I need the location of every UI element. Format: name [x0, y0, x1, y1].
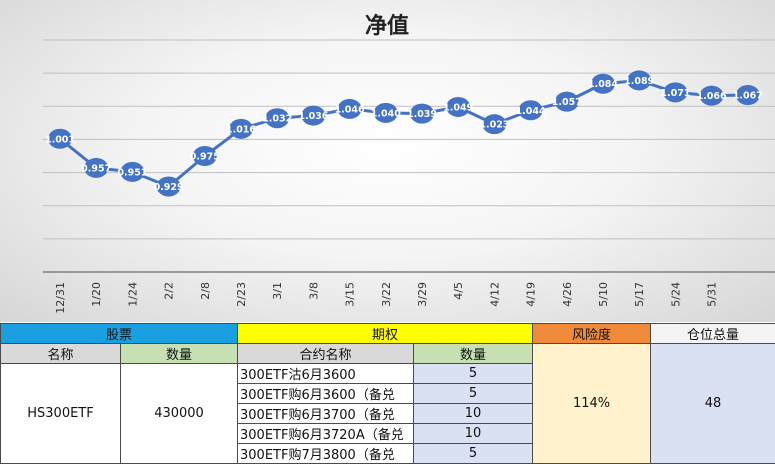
x-tick-label: 2/23: [235, 282, 248, 307]
data-point: [410, 103, 434, 124]
data-label: 1.016: [226, 124, 256, 135]
grid-lines: [43, 39, 775, 273]
x-tick-label: 5/17: [633, 282, 646, 307]
data-point: [518, 100, 543, 121]
risk-value: 114%: [532, 343, 652, 464]
stock-qty-column-header: 数量: [119, 343, 239, 364]
x-tick-label: 2/2: [163, 282, 176, 300]
x-tick-label: 3/15: [344, 282, 357, 307]
data-point: [482, 114, 507, 135]
data-point: [373, 102, 398, 123]
data-label: 1.067: [733, 91, 763, 102]
option-qty: 10: [413, 403, 534, 424]
nav-line-chart: 净值 12/31 1/20 1/24 2/2 2/8 2/23 3/1 3/8 3/15 3/22…: [43, 13, 775, 314]
data-label: 0.951: [117, 167, 147, 178]
option-contract-name: 300ETF购7月3800（备兑: [237, 443, 415, 464]
x-tick-label: 3/1: [271, 282, 284, 300]
option-qty: 5: [413, 383, 534, 404]
total-position-value: 48: [650, 343, 775, 464]
x-tick-label: 3/29: [416, 282, 429, 307]
x-axis-ticks: 12/31 1/20 1/24 2/2 2/8 2/23 3/1 3/8 3/15 3/22 3/2…: [54, 282, 719, 314]
option-contract-name: 300ETF沽6月3600: [237, 363, 415, 384]
option-qty: 5: [413, 363, 534, 384]
data-label: 1.044: [516, 106, 546, 117]
x-tick-label: 4/19: [525, 282, 538, 307]
data-point: [591, 73, 615, 94]
contract-name-column-header: 合约名称: [237, 343, 415, 364]
option-contract-name: 300ETF购6月3600（备兑: [237, 383, 415, 404]
data-point: [554, 91, 579, 112]
data-point: [699, 85, 724, 106]
data-label: 1.071: [660, 88, 690, 99]
option-contract-name: 300ETF购6月3700（备兑: [237, 403, 415, 424]
data-point: [265, 108, 290, 129]
data-label: 1.001: [45, 134, 75, 145]
risk-header: 风险度: [532, 323, 652, 344]
total-position-header: 仓位总量: [650, 323, 775, 344]
x-tick-label: 1/20: [90, 282, 103, 307]
data-label: 1.084: [588, 79, 618, 90]
data-label: 1.066: [697, 91, 727, 102]
x-tick-label: 4/12: [488, 282, 501, 307]
data-point: [337, 98, 362, 119]
series-line-group: 1.001 0.957 0.951 0.929 0.975 1.016 1.032 1.036…: [45, 70, 763, 197]
stock-name-column-header: 名称: [0, 343, 121, 364]
series-line: [59, 78, 748, 189]
data-point: [84, 157, 109, 178]
data-point: [48, 128, 72, 149]
stock-name: HS300ETF: [0, 363, 121, 464]
data-label: 1.089: [624, 76, 654, 87]
data-label: 1.049: [443, 102, 473, 113]
holdings-table: 股票 期权 风险度 仓位总量 名称 数量 合约名称 数量 114% 48 HS3…: [0, 323, 775, 464]
chart-panel: 净值 12/31 1/20 1/24 2/2 2/8 2/23 3/1 3/8 3/15 3/22…: [0, 0, 775, 322]
x-tick-label: 5/24: [669, 282, 682, 307]
x-tick-label: 3/22: [380, 282, 393, 307]
data-point: [663, 82, 688, 103]
data-point: [192, 146, 217, 166]
data-point: [735, 85, 760, 106]
data-label: 1.040: [371, 108, 401, 119]
data-label: 0.975: [190, 152, 220, 163]
data-label: 1.036: [298, 111, 328, 122]
data-label: 1.046: [335, 104, 365, 115]
data-label: 0.957: [81, 163, 111, 174]
x-tick-label: 4/26: [561, 282, 574, 307]
data-point: [446, 96, 471, 117]
data-label: 1.032: [262, 114, 292, 125]
stock-qty: 430000: [119, 363, 239, 464]
data-label: 1.023: [479, 120, 509, 131]
x-tick-label: 12/31: [54, 282, 67, 314]
data-label: 1.039: [407, 109, 437, 120]
data-point: [120, 161, 145, 182]
data-label: 0.929: [154, 182, 184, 193]
option-section-header: 期权: [237, 323, 534, 344]
x-tick-label: 2/8: [199, 282, 212, 300]
x-tick-label: 5/31: [706, 282, 719, 307]
data-label: 1.057: [552, 97, 582, 108]
option-qty-column-header: 数量: [413, 343, 534, 364]
data-point: [156, 176, 181, 197]
x-tick-label: 4/5: [452, 282, 465, 300]
x-tick-label: 1/24: [126, 282, 139, 307]
stock-section-header: 股票: [0, 323, 239, 344]
option-contract-name: 300ETF购6月3720A（备兑: [237, 423, 415, 444]
data-point: [301, 105, 326, 126]
data-point: [627, 70, 652, 91]
x-tick-label: 5/10: [597, 282, 610, 307]
data-point: [229, 118, 253, 139]
chart-title: 净值: [365, 13, 409, 39]
option-qty: 5: [413, 443, 534, 464]
x-tick-label: 3/8: [307, 282, 320, 300]
option-qty: 10: [413, 423, 534, 444]
